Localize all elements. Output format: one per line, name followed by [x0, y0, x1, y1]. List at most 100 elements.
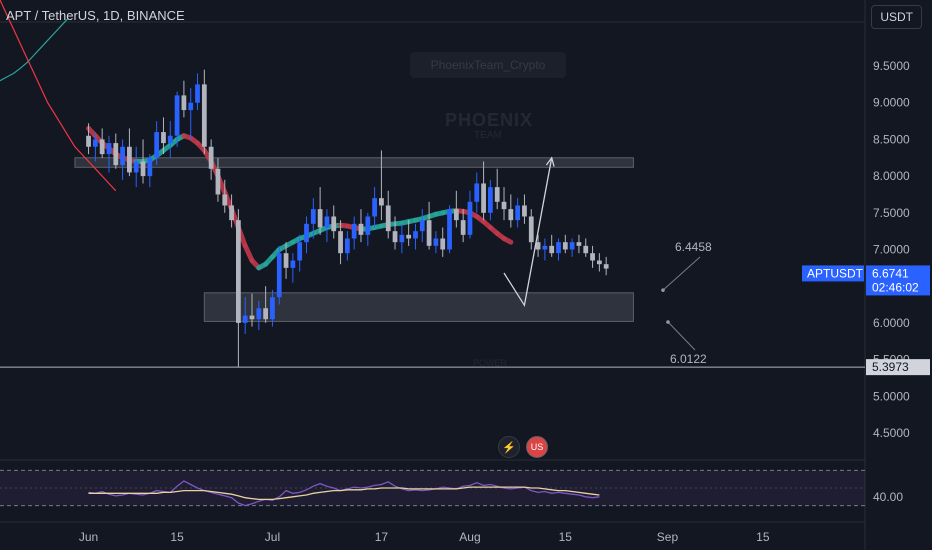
candle-body: [161, 132, 166, 144]
candle-body: [603, 264, 609, 269]
candle-body: [133, 161, 139, 173]
last-price-tag: [866, 265, 930, 296]
time-tick: Sep: [657, 530, 679, 544]
candle-body: [351, 223, 357, 239]
candle-body: [467, 201, 473, 235]
candle-body: [460, 220, 466, 235]
price-axis: 9.5000 9.0000 8.5000 8.0000 7.5000 7.0000 6.00…: [802, 59, 930, 440]
upper-leader: [662, 256, 701, 291]
candle-body: [392, 231, 398, 243]
candle-body: [174, 95, 180, 136]
projection-path: [503, 157, 553, 308]
candle-body: [562, 242, 568, 250]
moving-averages: [0, 0, 514, 271]
candle-body: [317, 209, 323, 228]
candle-body: [92, 139, 98, 147]
candle-body: [201, 84, 207, 147]
candle-body: [590, 253, 595, 261]
time-tick: 15: [170, 530, 184, 544]
candle-body: [399, 234, 405, 243]
zone-box: [74, 157, 634, 168]
candle-body: [324, 216, 330, 228]
upper-dot: [661, 288, 665, 292]
time-tick: Jun: [79, 530, 98, 544]
candle-body: [120, 146, 125, 166]
candle-body: [379, 198, 384, 206]
candle-body: [331, 216, 337, 232]
projection: 6.4458 6.0122: [0, 156, 865, 368]
watermark-power: POWER: [473, 358, 508, 368]
candle-body: [569, 242, 575, 250]
candle-body: [256, 308, 262, 320]
candle-body: [304, 223, 309, 243]
price-tick: 8.5000: [873, 132, 910, 146]
watermark-title: PHOENIX: [445, 110, 534, 130]
last-price-countdown: 02:46:02: [872, 280, 919, 294]
candle-body: [99, 139, 105, 155]
candle-body: [488, 187, 493, 213]
ma-fast-segment: [501, 236, 514, 245]
candle-body: [508, 209, 514, 221]
candle-body: [535, 242, 541, 250]
candle-body: [276, 253, 282, 298]
price-tick: 9.0000: [873, 96, 910, 110]
us-flag-icon[interactable]: US: [526, 436, 548, 458]
price-tick: 5.0000: [873, 389, 910, 403]
price-tick: 7.5000: [873, 206, 910, 220]
candle-body: [147, 157, 153, 177]
candle-body: [426, 220, 432, 246]
candle-body: [195, 84, 200, 103]
lower-price-label: 6.0122: [670, 352, 707, 366]
price-tick: 6.0000: [873, 316, 910, 330]
time-tick: Aug: [459, 530, 480, 544]
candle-body: [501, 201, 507, 210]
last-price-value: 6.6741: [872, 266, 909, 280]
lower-leader: [667, 321, 696, 351]
candle-body: [474, 183, 480, 202]
ma-fast-segment: [242, 243, 255, 264]
bolt-icon[interactable]: ⚡: [498, 436, 520, 458]
symbol-title[interactable]: APT / TetherUS, 1D, BINANCE: [6, 8, 185, 23]
candle-body: [113, 143, 119, 166]
rsi-tick: 40.00: [873, 490, 903, 504]
lower-dot: [666, 320, 670, 324]
ma-slow-line: [0, 0, 117, 192]
candle-body: [338, 231, 343, 254]
zone-box: [203, 292, 634, 322]
candle-body: [127, 146, 132, 173]
candle-body: [242, 315, 248, 323]
last-price-symbol: APTUSDT: [807, 266, 864, 280]
candle-body: [188, 102, 194, 111]
candle-body: [583, 245, 589, 254]
candle-body: [229, 205, 234, 221]
candle-body: [297, 242, 303, 261]
zones: [74, 157, 634, 322]
price-tick: 8.0000: [873, 169, 910, 183]
candle-body: [181, 95, 187, 111]
upper-price-label: 6.4458: [675, 240, 712, 254]
candle-body: [440, 238, 446, 250]
ma-long-line: [0, 17, 69, 82]
candle-body: [433, 238, 439, 246]
candle-body: [413, 231, 418, 239]
currency-button[interactable]: USDT: [871, 5, 922, 29]
candle-body: [549, 245, 555, 254]
rsi-panel: 40.00: [0, 469, 903, 507]
candle-body: [494, 187, 500, 202]
candle-body: [447, 209, 452, 250]
price-tick: 9.5000: [873, 59, 910, 73]
time-axis: Jun 15 Jul 17 Aug 15 Sep 15: [79, 530, 770, 544]
grid: [0, 0, 866, 550]
candle-body: [167, 135, 173, 144]
candle-body: [140, 161, 146, 177]
candle-body: [106, 143, 112, 155]
candle-body: [270, 297, 275, 320]
watermark-channel: PhoenixTeam_Crypto: [410, 52, 566, 78]
candle-body: [522, 205, 527, 217]
candle-body: [154, 132, 160, 158]
candle-body: [542, 245, 548, 250]
price-tick: 7.0000: [873, 243, 910, 257]
candle-body: [385, 205, 391, 232]
projection-arrowhead: [545, 156, 555, 167]
